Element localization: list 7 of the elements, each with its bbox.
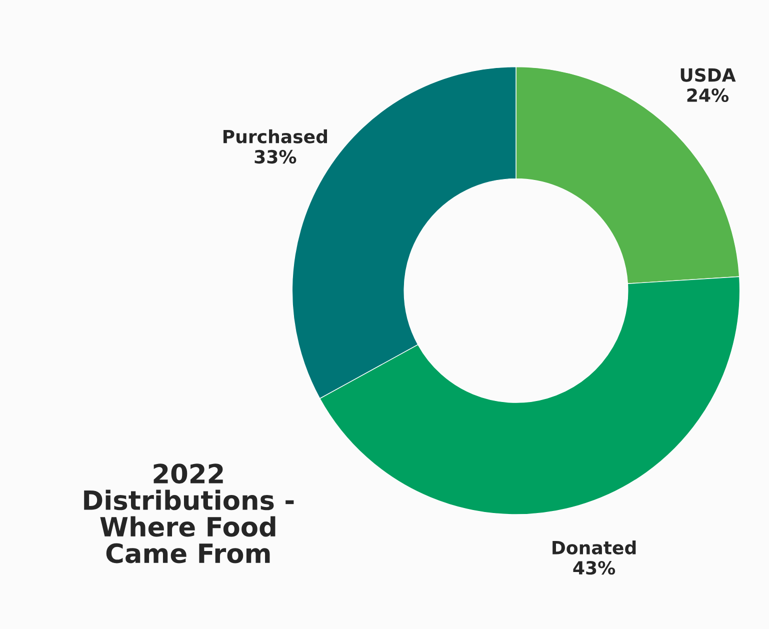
data-label: 24% [687, 88, 729, 102]
data-label: 43% [573, 561, 616, 575]
slice-label: Purchased [223, 129, 327, 144]
text: 2022 Distributions - Where Food Came From [84, 464, 294, 564]
data-label: 33% [254, 150, 296, 164]
slice-label: USDA [680, 68, 736, 82]
slice-label: Donated [552, 540, 636, 554]
